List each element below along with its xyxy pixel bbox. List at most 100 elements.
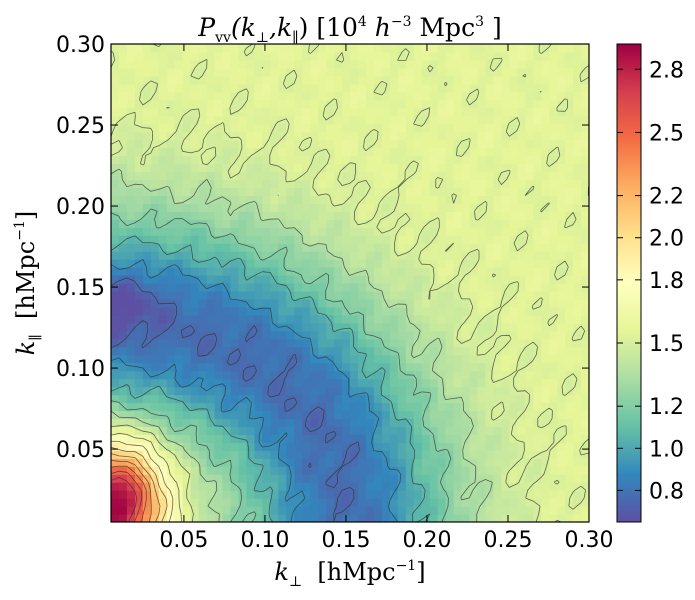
heatmap-cell <box>533 195 542 204</box>
heatmap-cell <box>342 394 351 404</box>
heatmap-cell <box>126 394 136 404</box>
heatmap-cell <box>270 203 279 212</box>
heatmap-cell <box>373 123 383 133</box>
heatmap-cell <box>158 330 168 340</box>
heatmap-cell <box>318 91 327 101</box>
heatmap-cell <box>134 44 144 53</box>
heatmap-cell <box>262 131 271 141</box>
heatmap-cell <box>302 283 311 292</box>
y-tick-label: 0.15 <box>56 276 105 301</box>
heatmap-cell <box>350 434 359 443</box>
heatmap-cell <box>286 75 295 85</box>
heatmap-cell <box>501 83 510 93</box>
heatmap-cell <box>222 44 232 53</box>
heatmap-cell <box>286 83 295 93</box>
y-tick-label: 0.05 <box>56 438 105 463</box>
heatmap-cell <box>509 107 518 117</box>
heatmap-cell <box>421 330 431 340</box>
heatmap-cell <box>286 442 295 451</box>
heatmap-cell <box>310 187 319 196</box>
heatmap-cell <box>318 346 327 356</box>
heatmap-cell <box>158 115 168 125</box>
heatmap-cell <box>342 370 351 380</box>
heatmap-cell <box>429 314 439 324</box>
heatmap-cell <box>278 370 287 380</box>
heatmap-cell <box>533 378 542 388</box>
heatmap-cell <box>134 219 144 228</box>
heatmap-cell <box>373 235 383 244</box>
heatmap-cell <box>270 243 279 252</box>
heatmap-cell <box>118 298 128 308</box>
heatmap-cell <box>525 131 534 141</box>
heatmap-cell <box>429 44 439 53</box>
heatmap-cell <box>357 163 367 173</box>
heatmap-cell <box>549 51 558 61</box>
heatmap-cell <box>493 482 502 491</box>
heatmap-cell <box>318 434 327 443</box>
heatmap-cell <box>182 450 192 459</box>
heatmap-cell <box>278 163 287 173</box>
heatmap-cell <box>525 179 534 188</box>
heatmap-cell <box>541 179 550 188</box>
heatmap-cell <box>294 235 303 244</box>
heatmap-cell <box>485 402 494 412</box>
heatmap-cell <box>373 306 383 316</box>
heatmap-cell <box>214 147 224 157</box>
heatmap-cell <box>533 267 542 276</box>
heatmap-cell <box>485 67 494 77</box>
heatmap-cell <box>365 394 375 404</box>
heatmap-cell <box>334 418 343 427</box>
heatmap-cell <box>262 147 271 157</box>
heatmap-cell <box>150 235 160 244</box>
heatmap-cell <box>517 466 526 475</box>
heatmap-cell <box>469 107 479 117</box>
heatmap-cell <box>246 442 255 451</box>
heatmap-cell <box>182 498 192 507</box>
heatmap-cell <box>118 506 128 515</box>
heatmap-cell <box>126 243 136 252</box>
heatmap-cell <box>342 59 351 69</box>
heatmap-cell <box>461 354 471 364</box>
heatmap-cell <box>111 434 120 443</box>
heatmap-cell <box>493 378 502 388</box>
heatmap-cell <box>373 394 383 404</box>
heatmap-cell <box>469 418 479 427</box>
heatmap-cell <box>405 139 415 149</box>
heatmap-cell <box>111 362 120 372</box>
heatmap-cell <box>318 59 327 69</box>
heatmap-cell <box>405 219 415 228</box>
heatmap-cell <box>421 187 431 196</box>
heatmap-cell <box>501 434 510 443</box>
heatmap-cell <box>166 211 176 220</box>
heatmap-cell <box>111 99 120 109</box>
heatmap-cell <box>437 115 447 125</box>
heatmap-cell <box>397 458 407 467</box>
heatmap-cell <box>573 474 582 483</box>
heatmap-cell <box>429 227 439 236</box>
heatmap-cell <box>174 306 184 316</box>
heatmap-cell <box>413 283 423 292</box>
heatmap-cell <box>549 251 558 260</box>
heatmap-cell <box>286 171 295 181</box>
heatmap-cell <box>190 346 200 356</box>
heatmap-cell <box>206 123 216 133</box>
heatmap-cell <box>397 514 407 522</box>
heatmap-cell <box>493 474 502 483</box>
heatmap-cell <box>565 442 574 451</box>
heatmap-cell <box>286 322 295 332</box>
heatmap-cell <box>302 107 311 117</box>
heatmap-cell <box>294 211 303 220</box>
heatmap-cell <box>437 306 447 316</box>
heatmap-cell <box>342 283 351 292</box>
heatmap-cell <box>238 107 248 117</box>
heatmap-cell <box>182 394 192 404</box>
heatmap-cell <box>413 211 423 220</box>
heatmap-cell <box>389 179 399 188</box>
heatmap-cell <box>270 99 279 109</box>
heatmap-cell <box>501 227 510 236</box>
heatmap-cell <box>230 490 240 499</box>
heatmap-cell <box>158 506 168 515</box>
heatmap-cell <box>254 426 263 435</box>
heatmap-cell <box>350 290 359 300</box>
heatmap-cell <box>389 514 399 522</box>
